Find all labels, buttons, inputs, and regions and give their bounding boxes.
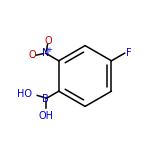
Text: HO: HO bbox=[17, 89, 32, 99]
Text: +: + bbox=[47, 47, 52, 53]
Text: F: F bbox=[126, 48, 131, 58]
Text: OH: OH bbox=[38, 111, 53, 121]
Text: N: N bbox=[42, 48, 49, 58]
Text: -: - bbox=[32, 54, 35, 63]
Text: B: B bbox=[42, 94, 49, 104]
Text: O: O bbox=[44, 36, 52, 46]
Text: O: O bbox=[29, 50, 36, 60]
